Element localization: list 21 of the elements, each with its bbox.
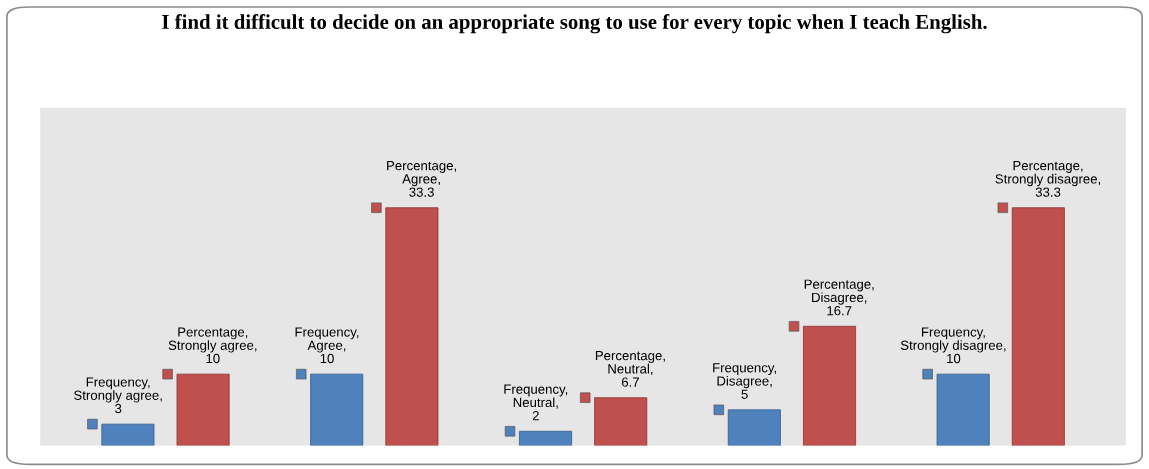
data-label: Frequency, Strongly agree, 3	[74, 377, 162, 414]
data-label: Percentage, Agree, 33.3	[387, 161, 457, 197]
data-label: Frequency, Strongly disagree, 10	[900, 327, 1006, 364]
bar	[727, 409, 781, 446]
bar	[936, 373, 990, 446]
data-label: Frequency, Disagree, 5	[713, 363, 776, 399]
bar	[310, 373, 364, 446]
data-label: Frequency, Agree, 10	[295, 327, 359, 364]
bar	[176, 373, 230, 446]
data-label: Percentage, Strongly agree, 10	[168, 327, 257, 364]
data-label: Percentage, Disagree, 16.7	[804, 279, 874, 316]
data-label: Percentage, Neutral, 6.7	[595, 351, 665, 387]
bar	[1011, 207, 1065, 446]
chart-title: I find it difficult to decide on an appropriate song to use for every topic when I teach English.	[162, 14, 987, 34]
data-label: Frequency, Neutral, 2	[504, 384, 568, 421]
bar	[594, 397, 648, 446]
data-label: Percentage, Strongly disagree, 33.3	[995, 161, 1101, 197]
bar	[385, 207, 439, 446]
bar	[519, 430, 573, 446]
bar	[802, 325, 857, 446]
bar	[101, 423, 155, 446]
